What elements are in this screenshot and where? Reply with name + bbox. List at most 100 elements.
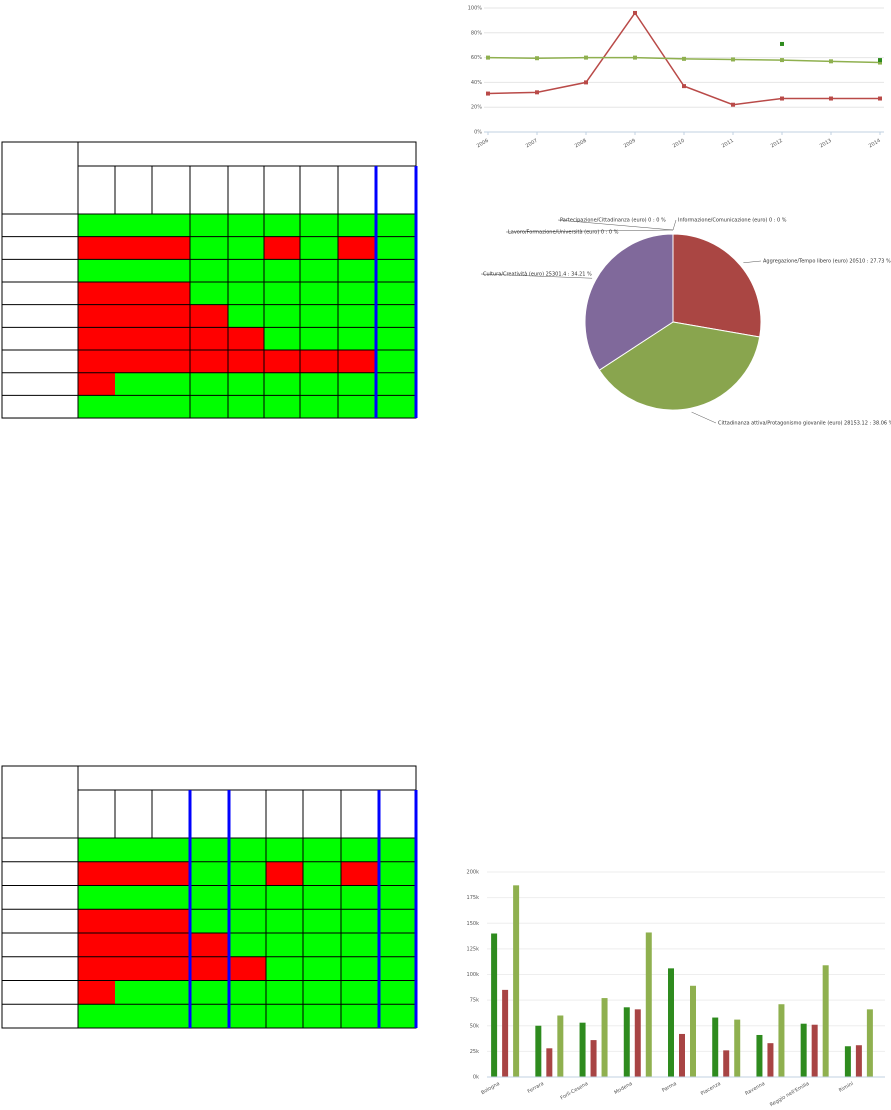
status-cell [152, 885, 190, 910]
status-cell [266, 861, 303, 886]
y-tick-label: 200k [467, 870, 480, 876]
status-cell [78, 933, 115, 957]
bar [502, 989, 509, 1077]
status-cell [229, 956, 266, 981]
status-cell [341, 980, 379, 1005]
bar [557, 1015, 564, 1077]
status-cell [300, 282, 338, 305]
status-cell [338, 327, 376, 351]
point-marker [780, 41, 784, 46]
grid-table [1, 765, 418, 1029]
x-tick-label: Modena [613, 1081, 633, 1096]
status-cell [78, 861, 115, 886]
status-cell [190, 980, 229, 1005]
bar [767, 1043, 774, 1077]
status-cell [190, 214, 228, 237]
point-marker [584, 80, 588, 85]
status-cell [338, 372, 376, 396]
point-marker [780, 58, 784, 63]
status-cell [190, 350, 228, 373]
status-cell [341, 956, 379, 981]
status-cell [341, 885, 379, 910]
status-cell [152, 1004, 190, 1028]
status-cell [115, 909, 152, 933]
status-cell [228, 372, 264, 396]
status-cell [303, 980, 341, 1005]
status-cell [229, 933, 266, 957]
status-cell [300, 327, 338, 351]
status-cell [228, 236, 264, 260]
bar [634, 1009, 641, 1077]
x-tick-label: 2014 [868, 138, 882, 150]
point-marker [878, 96, 882, 101]
status-cell [341, 909, 379, 933]
y-tick-label: 40% [471, 80, 482, 86]
status-cell [190, 282, 228, 305]
status-cell [303, 885, 341, 910]
status-cell [152, 372, 190, 396]
status-cell [300, 395, 338, 419]
bar [734, 1019, 741, 1077]
status-cell [300, 304, 338, 328]
status-cell [379, 861, 416, 886]
status-cell [303, 861, 341, 886]
status-cell [115, 861, 152, 886]
status-cell [341, 838, 379, 862]
status-cell [78, 885, 115, 910]
status-cell [115, 980, 152, 1005]
status-cell [115, 885, 152, 910]
y-tick-label: 150k [467, 921, 480, 927]
status-cell [379, 933, 416, 957]
leader-line [480, 273, 593, 279]
leader-line [743, 260, 762, 264]
slice-label: Partecipazione/Cittadinanza (euro) 0 : 0… [560, 218, 666, 224]
bar [601, 998, 608, 1077]
bar [800, 1023, 807, 1077]
status-cell [264, 350, 300, 373]
point-marker [633, 10, 637, 15]
status-cell [115, 1004, 152, 1028]
x-tick-label: 2010 [672, 138, 686, 150]
status-cell [338, 395, 376, 419]
status-cell [115, 933, 152, 957]
pie-slice [584, 233, 674, 371]
x-tick-label: Forlì-Cesena [559, 1080, 589, 1102]
status-cell [78, 350, 115, 373]
status-cell [379, 838, 416, 862]
status-cell [376, 372, 416, 396]
bar [712, 1017, 719, 1077]
y-tick-label: 60% [471, 55, 482, 61]
status-cell [115, 259, 152, 283]
status-cell [264, 304, 300, 328]
point-marker [535, 90, 539, 95]
status-cell [338, 304, 376, 328]
y-tick-label: 100% [468, 6, 483, 12]
y-tick-label: 0k [473, 1075, 479, 1081]
status-cell [190, 259, 228, 283]
bar [579, 1022, 586, 1077]
status-cell [78, 372, 115, 396]
status-cell [338, 214, 376, 237]
status-cell [264, 214, 300, 237]
grid-table [1, 141, 418, 419]
status-cell [152, 327, 190, 351]
status-cell [190, 304, 228, 328]
status-cell [152, 980, 190, 1005]
status-cell [300, 214, 338, 237]
bar [756, 1034, 763, 1077]
x-tick-label: 2006 [476, 138, 490, 150]
leader-line [691, 411, 717, 424]
point-marker [682, 56, 686, 61]
x-tick-label: Parma [661, 1081, 678, 1094]
status-cell [266, 933, 303, 957]
status-cell [190, 885, 229, 910]
status-cell [379, 1004, 416, 1028]
point-marker [878, 60, 882, 65]
status-cell [379, 956, 416, 981]
status-cell [228, 214, 264, 237]
status-cell [303, 956, 341, 981]
status-cell [152, 909, 190, 933]
status-cell [115, 372, 152, 396]
status-cell [78, 1004, 115, 1028]
status-cell [264, 282, 300, 305]
